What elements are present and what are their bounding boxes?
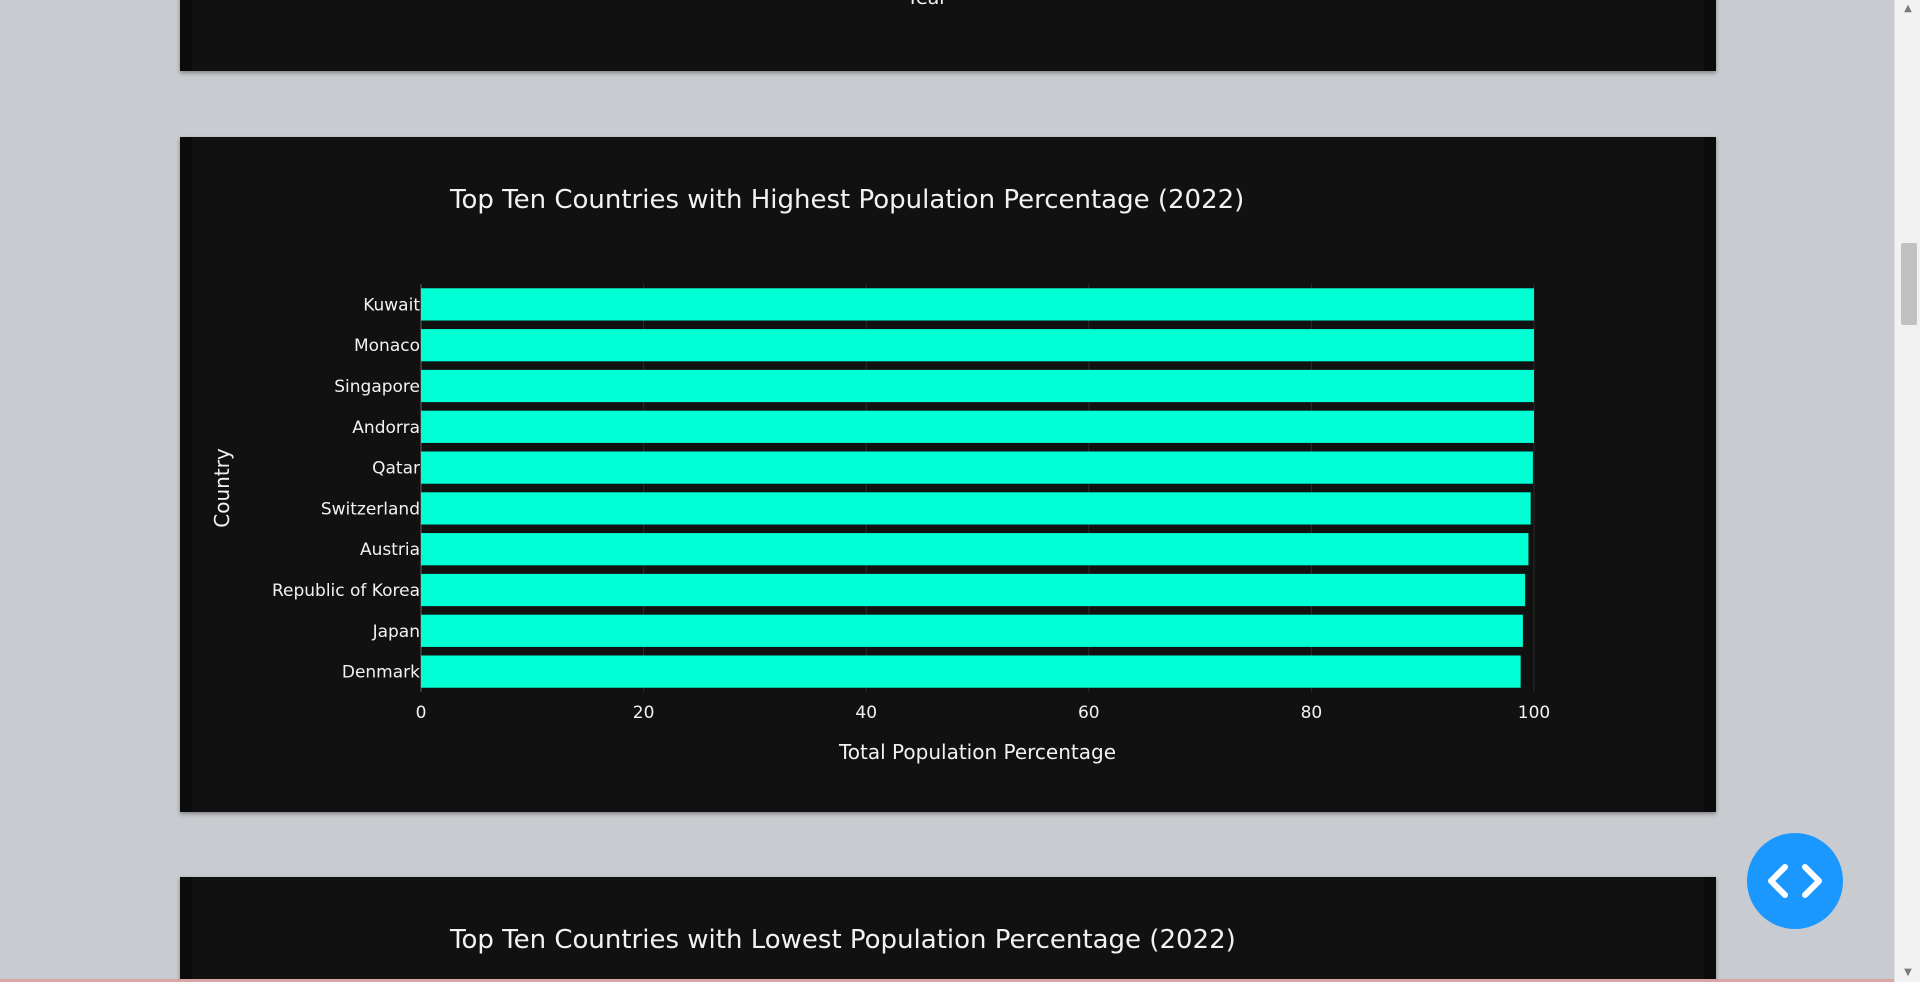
previous-chart-card: Year: [180, 0, 1716, 71]
y-tick-label: Denmark: [342, 663, 420, 683]
x-tick-label: 60: [1078, 703, 1100, 723]
y-tick-label: Republic of Korea: [272, 581, 420, 601]
population-chart-card: Top Ten Countries with Highest Populatio…: [180, 137, 1716, 812]
bar[interactable]: [421, 410, 1534, 443]
y-tick-label: Kuwait: [363, 295, 420, 315]
x-tick-label: 80: [1301, 703, 1323, 723]
previous-chart-xlabel: Year: [907, 0, 947, 9]
scroll-down-arrow-icon[interactable]: ▼: [1904, 967, 1912, 978]
bar[interactable]: [421, 288, 1534, 321]
code-brackets-icon: [1768, 864, 1822, 898]
scroll-thumb[interactable]: [1901, 243, 1917, 325]
vertical-scrollbar[interactable]: ▲ ▼: [1894, 0, 1920, 982]
y-tick-label: Switzerland: [321, 499, 420, 519]
x-tick-label: 100: [1518, 703, 1550, 723]
y-tick-label: Singapore: [334, 377, 420, 397]
bar[interactable]: [421, 614, 1523, 647]
x-tick-label: 0: [416, 703, 427, 723]
next-chart-title: Top Ten Countries with Lowest Population…: [450, 925, 1236, 955]
x-tick-label: 40: [855, 703, 877, 723]
bar[interactable]: [421, 492, 1531, 525]
bar[interactable]: [421, 573, 1526, 607]
scroll-up-arrow-icon[interactable]: ▲: [1904, 3, 1912, 14]
bar[interactable]: [421, 451, 1533, 484]
bar[interactable]: [421, 329, 1534, 362]
x-axis-title: Total Population Percentage: [838, 740, 1116, 764]
y-tick-label: Andorra: [352, 418, 420, 438]
x-tick-label: 20: [633, 703, 655, 723]
y-axis-title: Country: [210, 448, 234, 528]
bar[interactable]: [421, 533, 1529, 566]
page-bottom-edge: [0, 979, 1894, 982]
bar[interactable]: [421, 655, 1521, 688]
code-toggle-button[interactable]: [1747, 833, 1843, 929]
y-tick-label: Qatar: [372, 459, 420, 479]
y-tick-label: Austria: [360, 540, 420, 560]
chart-title: Top Ten Countries with Highest Populatio…: [450, 185, 1245, 215]
bar-chart: Kuwait Monaco Singapore Andorra Qatar Switzer…: [210, 284, 1550, 764]
y-tick-label: Japan: [372, 622, 420, 642]
next-chart-card: Top Ten Countries with Lowest Population…: [180, 877, 1716, 982]
y-tick-label: Monaco: [354, 336, 420, 356]
bar[interactable]: [421, 369, 1534, 403]
